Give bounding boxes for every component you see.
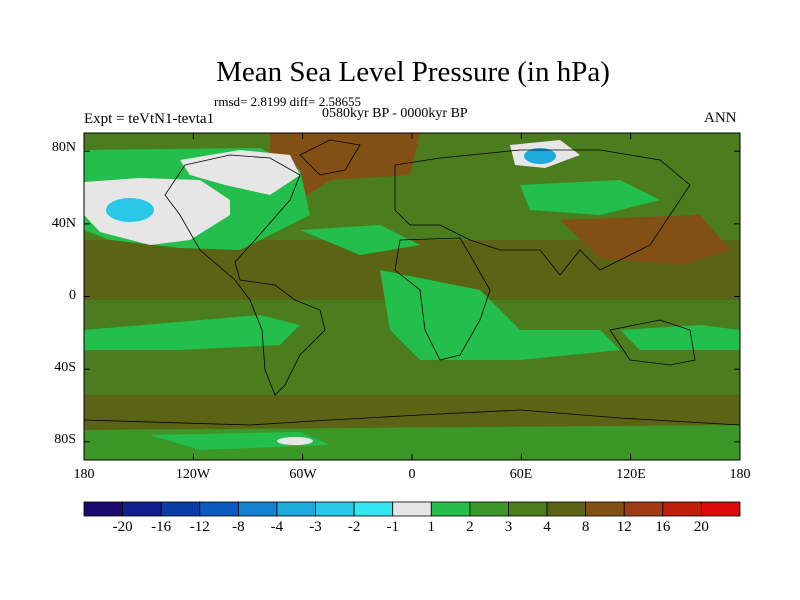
period-label: 0580kyr BP - 0000kyr BP: [322, 106, 468, 121]
lat-label-40s: 40S: [54, 360, 76, 375]
colorbar-label: 16: [655, 519, 671, 535]
field-core: [524, 148, 556, 164]
colorbar-label: -4: [270, 519, 284, 535]
colorbar-label: -16: [151, 519, 172, 535]
colorbar-label: 12: [616, 519, 632, 535]
colorbar-box: [199, 501, 239, 517]
field-patch: [150, 432, 330, 450]
field-patch: [270, 133, 420, 200]
colorbar-box: [315, 501, 355, 517]
colorbar-box: [508, 501, 548, 517]
plot-title: Mean Sea Level Pressure (in hPa): [216, 56, 610, 88]
colorbar: [83, 501, 741, 517]
map-field: [84, 133, 740, 460]
colorbar-label: -2: [347, 519, 361, 535]
colorbar-box: [276, 501, 316, 517]
colorbar-box: [546, 501, 587, 517]
lon-label-180w: 180: [73, 467, 95, 482]
field-patch: [520, 180, 660, 215]
field-patch: [277, 437, 313, 445]
lon-label-120e: 120E: [616, 467, 646, 482]
field-patch: [84, 315, 300, 350]
experiment-label: Expt = teVtN1-tevta1: [84, 111, 215, 127]
colorbar-box: [662, 501, 702, 517]
colorbar-label: 8: [581, 519, 590, 535]
field-patch: [180, 150, 300, 195]
colorbar-box: [430, 501, 471, 517]
colorbar-box: [83, 501, 123, 517]
colorbar-label: 4: [543, 519, 551, 535]
colorbar-box: [623, 501, 664, 517]
field-patch: [620, 325, 740, 350]
colorbar-box: [392, 501, 432, 517]
colorbar-box: [469, 501, 509, 517]
lon-label-60e: 60E: [509, 467, 533, 482]
colorbar-label: -12: [189, 519, 210, 535]
field-patch: [560, 215, 730, 265]
colorbar-label: 2: [466, 519, 474, 535]
season-label: ANN: [704, 110, 737, 126]
lon-label-120w: 120W: [175, 467, 211, 482]
colorbar-label: -20: [112, 519, 133, 535]
colorbar-box: [701, 501, 741, 517]
lat-label-80s: 80S: [54, 432, 76, 447]
stats-line: rmsd= 2.8199 diff= 2.58655: [214, 94, 361, 109]
lat-label-0: 0: [69, 288, 76, 303]
colorbar-label: 3: [504, 519, 513, 535]
colorbar-label: -1: [386, 519, 399, 535]
colorbar-box: [122, 501, 162, 517]
field-patch: [380, 270, 620, 360]
lat-label-80n: 80N: [51, 140, 76, 155]
field-patch: [300, 225, 420, 255]
colorbar-box: [160, 501, 201, 517]
axis-ticks: [83, 133, 741, 460]
lon-label-0: 0: [408, 467, 416, 482]
colorbar-label: -8: [232, 519, 245, 535]
colorbar-label: 20: [693, 519, 709, 535]
field-patch: [84, 178, 230, 245]
field-core: [106, 198, 154, 222]
lat-label-40n: 40N: [51, 216, 76, 231]
colorbar-box: [585, 501, 625, 517]
colorbar-label: 1: [427, 519, 436, 535]
colorbar-label: -3: [309, 519, 322, 535]
colorbar-box: [353, 501, 394, 517]
lon-label-60w: 60W: [289, 467, 317, 482]
colorbar-box: [237, 501, 278, 517]
coastlines: [84, 139, 740, 426]
lon-label-180e: 180: [729, 467, 751, 482]
